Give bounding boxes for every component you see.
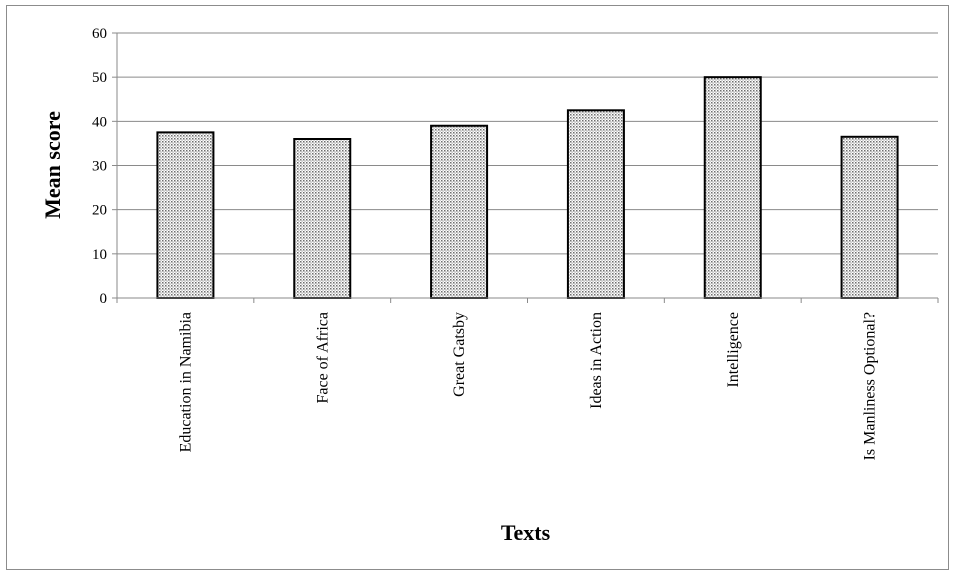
bar — [430, 124, 489, 299]
y-tick-label: 0 — [100, 291, 108, 307]
y-tick-label: 10 — [92, 247, 107, 263]
x-tick-label: Education in Namibia — [177, 312, 194, 452]
y-axis-title: Mean score — [40, 111, 65, 219]
bars — [156, 76, 899, 299]
bar — [566, 109, 625, 299]
y-tick-label: 60 — [92, 26, 107, 42]
x-tick-label: Great Gatsby — [451, 312, 468, 397]
bar — [840, 135, 899, 299]
tick-labels: 0 10 20 30 40 50 60 Education in Namibia Face of… — [92, 26, 879, 460]
x-tick-label: Face of Africa — [314, 312, 331, 404]
x-axis-title: Texts — [501, 520, 551, 545]
bar — [156, 131, 215, 299]
x-tick-label: Ideas in Action — [588, 312, 605, 409]
y-tick-label: 40 — [92, 114, 107, 130]
bar — [293, 138, 352, 299]
x-tick-label: Is Manliness Optional? — [862, 312, 879, 460]
bar — [703, 76, 762, 299]
y-tick-label: 50 — [92, 70, 107, 86]
axes — [112, 32, 939, 303]
y-tick-label: 20 — [92, 203, 107, 219]
y-tick-label: 30 — [92, 159, 107, 175]
x-tick-label: Intelligence — [725, 312, 742, 388]
gridlines — [117, 32, 938, 255]
